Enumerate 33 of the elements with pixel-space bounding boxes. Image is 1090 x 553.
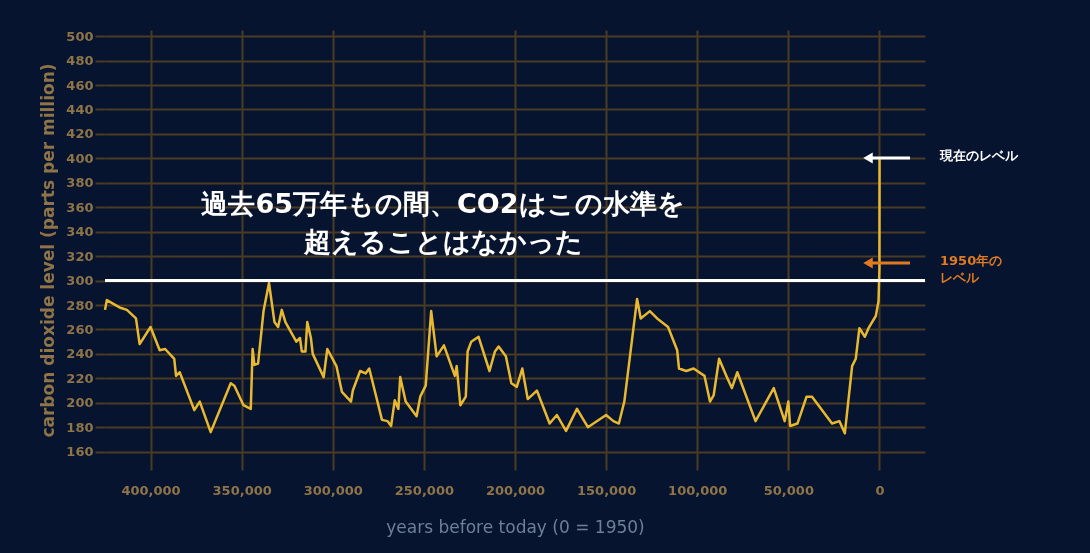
text: 過去65万年もの間、CO2はこの水準を超えることはなかった [201, 188, 685, 257]
y-tick-label: 480 [66, 53, 94, 69]
x-tick-label: 50,000 [763, 482, 814, 498]
y-tick-label: 280 [66, 297, 94, 313]
x-tick-label: 300,000 [303, 482, 363, 498]
y-tick-label: 500 [66, 28, 94, 44]
x-tick-label: 350,000 [212, 482, 272, 498]
y-tick-label: 320 [66, 248, 94, 264]
x-tick-label: 150,000 [577, 482, 637, 498]
y-tick-label: 420 [66, 126, 94, 142]
y-tick-label: 360 [66, 199, 94, 215]
y-tick-label: 440 [66, 101, 94, 117]
text: 現在のレベル [939, 148, 1019, 163]
y-tick-label: 200 [66, 395, 94, 411]
y-tick-label: 220 [66, 370, 94, 386]
y-tick-label: 260 [66, 321, 94, 337]
x-tick-label: 100,000 [668, 482, 728, 498]
x-tick-label: 200,000 [485, 482, 546, 498]
text: 1950年のレベル [940, 253, 1003, 285]
y-tick-label: 180 [66, 419, 94, 435]
y-tick-label: 460 [66, 77, 94, 93]
x-tick-label: 400,000 [121, 482, 181, 498]
x-axis-title: years before today (0 = 1950) [386, 516, 645, 537]
y-tick-label: 400 [66, 150, 94, 166]
y-tick-label: 160 [66, 444, 94, 460]
y-axis-title: carbon dioxide level (parts per million) [38, 63, 59, 438]
line-series [103, 157, 881, 435]
y-tick-label: 380 [66, 175, 94, 191]
x-tick-label: 250,000 [394, 482, 454, 498]
y-tick-label: 300 [66, 273, 94, 289]
x-tick-label: 0 [875, 482, 885, 498]
y-tick-label: 240 [66, 346, 94, 362]
y-tick-label: 340 [66, 224, 94, 240]
